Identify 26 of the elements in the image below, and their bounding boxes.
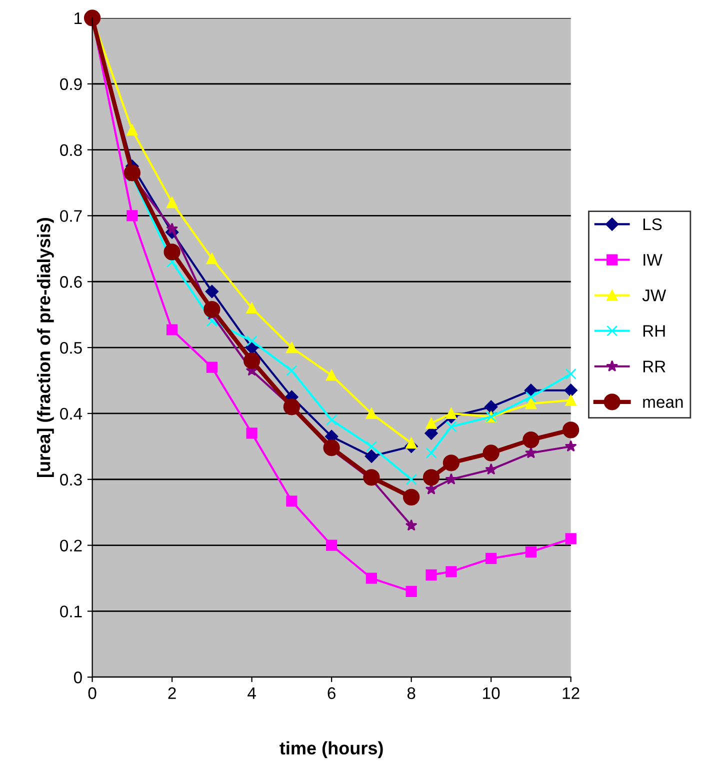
- legend-label: RR: [643, 360, 666, 372]
- y-tick-label: 0: [74, 672, 82, 684]
- x-axis-title: time (hours): [280, 741, 383, 758]
- y-tick-label: 0.6: [60, 276, 82, 288]
- x-tick-label: 4: [248, 687, 256, 699]
- legend-label: JW: [642, 290, 666, 302]
- x-tick-label: 10: [483, 687, 500, 700]
- y-tick-label: 0.2: [60, 540, 82, 552]
- y-tick-label: 0.1: [60, 606, 82, 618]
- y-tick-label: 1: [74, 12, 82, 24]
- y-tick-label: 0.8: [60, 144, 82, 156]
- legend-label: mean: [643, 398, 683, 408]
- legend-label: LS: [643, 218, 662, 230]
- y-tick-label: 0.9: [60, 78, 82, 90]
- x-tick-label: 12: [562, 687, 580, 699]
- y-axis-title: [urea] (fraction of pre-dialysis): [37, 218, 54, 477]
- y-tick-label: 0.3: [60, 474, 82, 486]
- legend-label: RH: [643, 325, 665, 337]
- x-tick-label: 8: [407, 687, 416, 700]
- y-tick-label: 0.4: [60, 408, 82, 420]
- x-tick-label: 0: [88, 687, 96, 700]
- y-tick-label: 0.7: [60, 210, 82, 222]
- legend-label: IW: [644, 254, 662, 266]
- y-tick-label: 0.5: [60, 342, 82, 354]
- x-tick-label: 6: [328, 687, 336, 700]
- x-tick-label: 2: [168, 687, 176, 699]
